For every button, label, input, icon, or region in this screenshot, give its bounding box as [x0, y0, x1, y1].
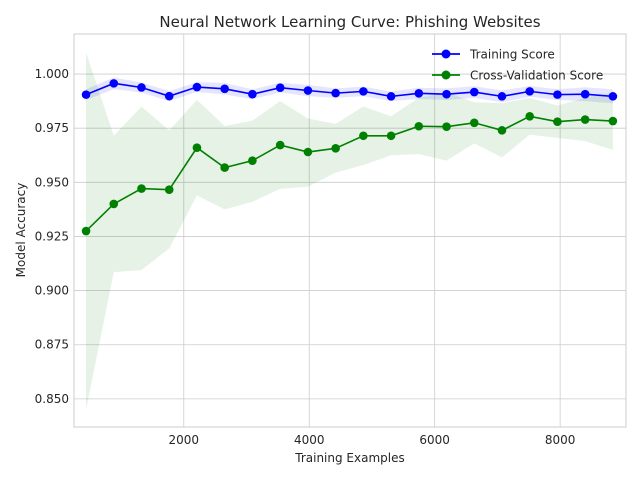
point-training	[109, 79, 119, 88]
series-points	[81, 79, 618, 236]
y-tick-label: 0.950	[35, 175, 69, 189]
point-cv	[192, 143, 202, 152]
point-cv	[497, 126, 507, 135]
y-tick-label: 0.925	[35, 229, 69, 243]
point-cv	[414, 121, 424, 131]
y-tick-label: 0.900	[35, 284, 69, 298]
point-training	[192, 82, 202, 92]
series-lines	[85, 82, 613, 232]
point-cv	[275, 140, 285, 150]
point-training	[525, 87, 535, 96]
point-cv	[525, 111, 535, 121]
line-cv	[85, 115, 613, 232]
point-training	[608, 92, 618, 101]
point-cv	[220, 163, 229, 172]
point-training	[220, 84, 229, 94]
y-axis-label: Model Accuracy	[14, 183, 28, 278]
y-tick-label: 0.875	[35, 338, 69, 352]
line-training	[85, 82, 613, 98]
point-cv	[442, 122, 451, 131]
point-cv	[137, 184, 146, 193]
point-cv	[164, 185, 174, 194]
point-training	[137, 83, 146, 92]
point-training	[580, 89, 590, 99]
y-tick-label: 1.000	[35, 67, 69, 81]
point-cv	[81, 226, 91, 236]
legend-label-training: Training Score	[469, 48, 555, 62]
legend-label-cv: Cross-Validation Score	[470, 69, 603, 83]
band-cv	[86, 52, 613, 410]
point-training	[275, 83, 285, 92]
band-training	[86, 77, 613, 104]
point-training	[303, 86, 313, 95]
x-tick-label: 2000	[168, 433, 199, 447]
point-training	[386, 92, 396, 101]
point-cv	[331, 144, 340, 153]
point-training	[553, 90, 562, 99]
chart-title: Neural Network Learning Curve: Phishing …	[159, 13, 540, 31]
point-cv	[386, 131, 396, 141]
point-cv	[580, 115, 590, 124]
point-cv	[608, 116, 618, 126]
point-training	[359, 87, 368, 96]
x-tick-labels: 2000 4000 6000 8000	[168, 433, 575, 447]
point-cv	[109, 199, 119, 209]
point-training	[81, 90, 91, 99]
point-training	[442, 89, 451, 99]
plot-frame	[73, 33, 627, 428]
plot-background	[74, 34, 626, 427]
x-tick-label: 4000	[294, 433, 325, 447]
point-cv	[248, 156, 257, 165]
y-tick-label: 0.975	[35, 121, 69, 135]
legend-marker-training	[441, 49, 451, 59]
point-training	[248, 89, 257, 99]
legend-marker-cv	[441, 70, 451, 80]
point-training	[469, 87, 479, 97]
point-cv	[303, 147, 313, 157]
point-training	[497, 92, 507, 101]
x-axis-label: Training Examples	[294, 451, 404, 465]
point-training	[164, 91, 174, 101]
grid	[74, 34, 626, 427]
x-tick-label: 8000	[545, 433, 576, 447]
point-cv	[469, 118, 479, 128]
y-tick-labels: 0.850 0.875 0.900 0.925 0.950 0.975 1.000	[35, 67, 69, 406]
confidence-bands	[86, 52, 613, 410]
point-training	[331, 88, 340, 98]
legend: Training Score Cross-Validation Score	[432, 48, 603, 83]
x-tick-label: 6000	[419, 433, 450, 447]
y-tick-label: 0.850	[35, 392, 69, 406]
point-cv	[553, 117, 562, 126]
point-cv	[359, 131, 368, 141]
point-training	[414, 89, 424, 98]
